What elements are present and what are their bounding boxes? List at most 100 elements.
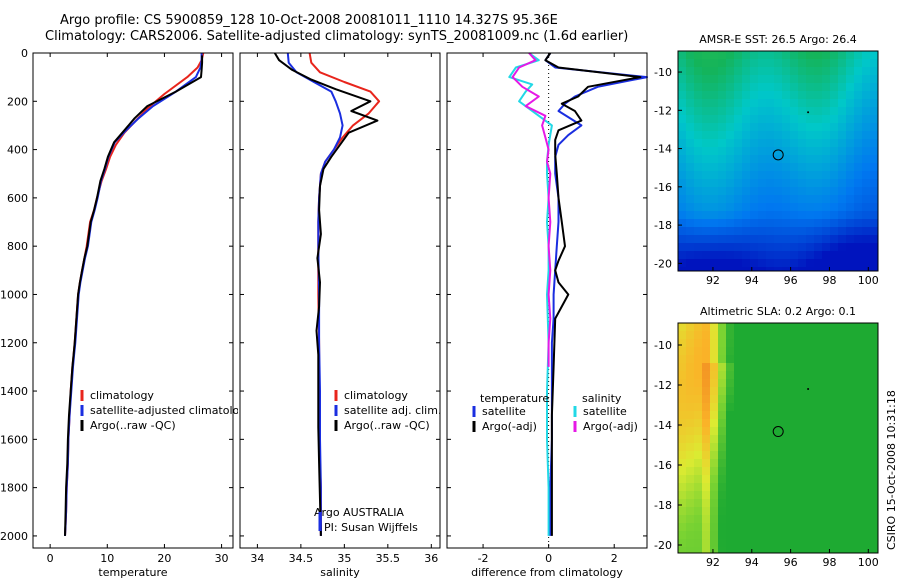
map-cell [766,195,774,203]
map-y-tick-label: -16 [654,459,672,472]
map-cell [694,75,702,83]
plot-frame-3 [446,52,648,549]
map-cell [726,227,734,235]
map-cell [790,195,798,203]
map-cell [734,115,742,123]
map-cell [766,355,774,363]
map-cell [750,459,758,467]
map-cell [702,51,710,59]
map-cell [846,195,854,203]
map-cell [686,491,694,499]
map-cell [822,451,830,459]
map-cell [814,523,822,531]
map-cell [814,171,822,179]
map-cell [702,131,710,139]
map-cell [678,451,686,459]
map-cell [734,379,742,387]
map-cell [758,155,766,163]
map-cell [742,195,750,203]
map-cell [838,475,846,483]
map-cell [686,131,694,139]
map-cell [694,427,702,435]
map-cell [726,531,734,539]
map-cell [678,355,686,363]
map-cell [782,331,790,339]
map-cell [814,347,822,355]
y-tick-label: 1600 [0,433,28,446]
map-cell [814,515,822,523]
map-cell [710,243,718,251]
x-tick-label: 30 [215,552,229,565]
map-cell [758,387,766,395]
map-cell [694,515,702,523]
map-cell [758,147,766,155]
map-cell [734,483,742,491]
map-cell [798,379,806,387]
map-cell [790,539,798,547]
map-cell [838,379,846,387]
map-cell [686,387,694,395]
map-cell [870,59,878,67]
map-cell [694,331,702,339]
map-cell [806,267,814,271]
map-cell [678,547,686,553]
figure-title-line2: Climatology: CARS2006. Satellite-adjuste… [45,29,629,44]
map-cell [806,475,814,483]
map-cell [718,531,726,539]
map-cell [726,395,734,403]
map-cell [790,403,798,411]
map-cell [742,427,750,435]
map-cell [710,355,718,363]
map-cell [774,475,782,483]
map-cell [718,459,726,467]
map-cell [806,331,814,339]
map-cell [758,435,766,443]
map-cell [718,51,726,59]
map-cell [854,107,862,115]
map-cell [686,227,694,235]
map-cell [726,443,734,451]
map-cell [846,547,854,553]
map-cell [718,419,726,427]
map-cell [766,499,774,507]
map-cell [686,443,694,451]
map-cell [862,59,870,67]
map-cell [774,243,782,251]
map-cell [694,443,702,451]
map-cell [718,523,726,531]
map-cell [774,163,782,171]
map-cell [694,459,702,467]
map-cell [798,243,806,251]
map-cell [782,211,790,219]
map-cell [838,547,846,553]
map-cell [734,467,742,475]
map-cell [766,251,774,259]
map-cell [758,187,766,195]
map-cell [862,339,870,347]
map-cell [726,547,734,553]
x-tick-label: -2 [478,552,489,565]
map-cell [862,515,870,523]
map-cell [734,139,742,147]
map-cell [742,355,750,363]
map-cell [838,171,846,179]
map-cell [846,515,854,523]
map-cell [814,83,822,91]
map-cell [710,259,718,267]
map-cell [750,187,758,195]
map-cell [806,379,814,387]
map-cell [806,203,814,211]
map-cell [846,147,854,155]
plot-frame-2 [239,52,441,549]
map-x-tick-label: 96 [784,274,798,287]
map-cell [750,339,758,347]
map-cell [846,491,854,499]
map-cell [782,355,790,363]
map-cell [750,171,758,179]
map-cell [718,411,726,419]
map-cell [734,251,742,259]
map-cell [742,203,750,211]
map-cell [814,507,822,515]
map-cell [862,179,870,187]
map-cell [838,523,846,531]
